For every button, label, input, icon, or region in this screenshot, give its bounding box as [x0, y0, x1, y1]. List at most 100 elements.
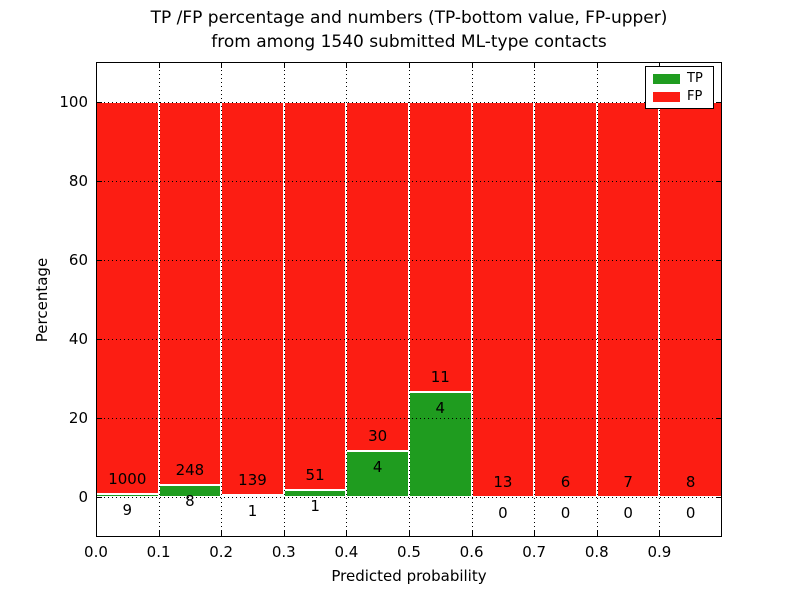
bar-segment-fp [346, 101, 409, 451]
y-tickmark-right [716, 101, 721, 103]
bar-segment-fp [596, 101, 660, 498]
y-tickmark-right [716, 418, 721, 420]
x-tickmark [158, 531, 160, 536]
tp-count-label: 0 [623, 504, 633, 523]
x-tickmark-top [596, 63, 598, 68]
x-tickmark [96, 531, 97, 536]
tp-count-label: 4 [435, 398, 446, 417]
chart-title: TP /FP percentage and numbers (TP-bottom… [96, 6, 722, 54]
x-tickmark [596, 531, 598, 536]
y-tickmark-right [716, 339, 721, 341]
fp-legend-swatch [653, 91, 680, 102]
x-gridline [659, 62, 661, 537]
x-tickmark [346, 531, 348, 536]
bar-segment-fp [534, 101, 597, 498]
legend: TP FP [645, 66, 714, 109]
fp-count-label: 6 [560, 473, 571, 492]
x-gridline [534, 62, 536, 537]
bar-segment-fp [471, 101, 535, 498]
x-tickmark [534, 531, 536, 536]
x-tickmark-top [283, 63, 285, 68]
fp-count-label: 8 [685, 473, 696, 492]
y-tick-label: 40 [68, 330, 88, 349]
x-tick-label: 0.4 [334, 543, 359, 561]
x-tick-label: 0.3 [271, 543, 296, 561]
legend-item-fp: FP [653, 90, 706, 103]
bar-segment-fp [221, 101, 284, 495]
fp-count-label: 13 [493, 473, 513, 492]
x-tick-label: 0.5 [397, 543, 421, 561]
x-tickmark-top [409, 63, 410, 68]
x-gridline [96, 62, 97, 537]
x-tick-label: 0.0 [84, 543, 108, 561]
x-tickmark-top [534, 63, 536, 68]
x-gridline [158, 62, 160, 537]
x-tickmark-top [158, 63, 160, 68]
y-gridline [96, 259, 722, 261]
x-tick-label: 0.8 [584, 543, 609, 561]
x-tick-label: 0.7 [522, 543, 547, 561]
fp-count-label: 248 [175, 461, 205, 480]
x-gridline [596, 62, 598, 537]
x-tickmark [221, 531, 223, 536]
y-tick-label: 100 [59, 92, 88, 111]
x-tickmark-top [471, 63, 473, 68]
y-tickmark [97, 339, 102, 341]
tp-legend-label: TP [687, 71, 703, 86]
fp-count-label: 30 [368, 426, 388, 445]
y-gridline [96, 497, 722, 499]
x-tickmark-top [96, 63, 97, 68]
y-tickmark-right [716, 497, 721, 499]
tp-count-label: 9 [122, 500, 133, 519]
tp-count-label: 0 [560, 504, 571, 523]
bar-segment-fp [158, 101, 222, 486]
x-tick-label: 0.6 [459, 543, 484, 561]
y-tickmark [97, 101, 102, 103]
x-tick-label: 0.9 [647, 543, 672, 561]
legend-item-tp: TP [653, 72, 706, 85]
x-tickmark-top [659, 63, 661, 68]
x-tickmark [283, 531, 285, 536]
y-tick-label: 80 [68, 171, 88, 190]
x-axis-label: Predicted probability [331, 567, 487, 585]
y-axis-label: Percentage [33, 257, 51, 343]
x-gridline [221, 62, 223, 537]
y-tickmark [97, 180, 102, 182]
bar-segment-fp [283, 101, 347, 490]
x-tick-label: 0.2 [209, 543, 234, 561]
y-tickmark [97, 418, 102, 420]
x-tickmark [659, 531, 661, 536]
fp-count-label: 139 [238, 470, 267, 489]
y-gridline [96, 101, 722, 103]
bar-segment-fp [659, 101, 722, 498]
y-gridline [96, 180, 722, 182]
bar-segment-fp [409, 101, 472, 392]
fp-count-label: 1000 [108, 469, 147, 488]
tp-count-label: 4 [372, 457, 383, 476]
bar-segment-fp [96, 101, 159, 494]
tp-count-label: 1 [310, 496, 320, 515]
y-gridline [96, 418, 722, 420]
y-tick-label: 0 [78, 488, 88, 507]
x-tickmark [409, 531, 410, 536]
y-tickmark-right [716, 259, 721, 261]
tp-count-label: 0 [498, 504, 508, 523]
tp-count-label: 1 [247, 501, 258, 520]
y-gridline [96, 339, 722, 341]
y-tick-label: 60 [68, 250, 88, 269]
x-gridline [409, 62, 410, 537]
bar-segment-tp [346, 450, 409, 498]
x-tick-label: 0.1 [146, 543, 171, 561]
tp-legend-swatch [653, 73, 680, 84]
tp-count-label: 8 [185, 492, 195, 511]
y-tickmark-right [716, 180, 721, 182]
chart-title-line1: TP /FP percentage and numbers (TP-bottom… [150, 8, 668, 28]
fp-count-label: 51 [305, 465, 325, 484]
fp-count-label: 11 [430, 367, 450, 386]
x-tickmark-top [221, 63, 223, 68]
x-tickmark [471, 531, 473, 536]
x-gridline [346, 62, 348, 537]
tp-count-label: 0 [685, 504, 696, 523]
x-tickmark-top [346, 63, 348, 68]
